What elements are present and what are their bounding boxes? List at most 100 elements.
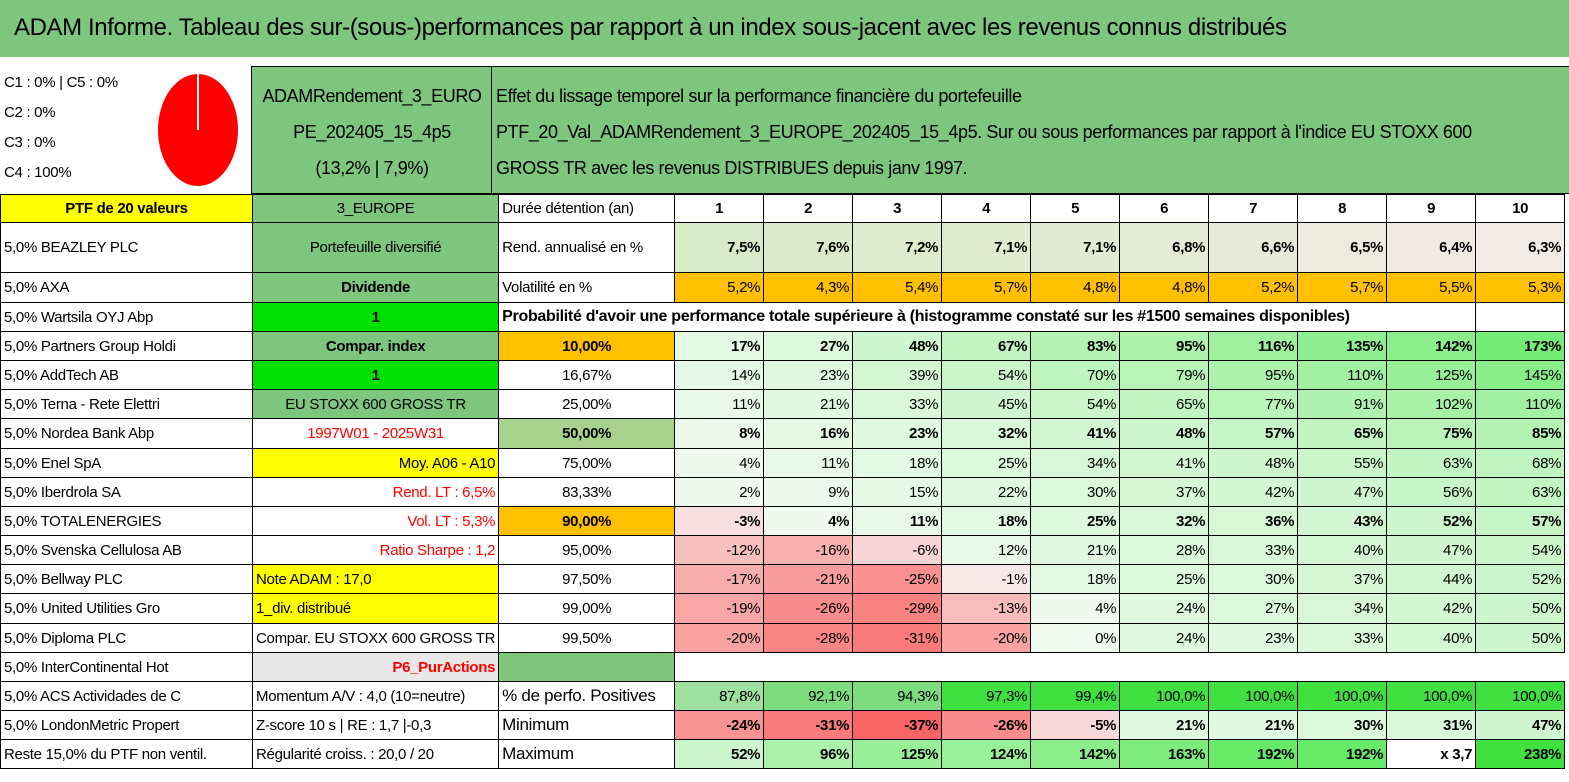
holding-cell[interactable]: 5,0% LondonMetric Propert: [0, 710, 253, 740]
proba-value-cell[interactable]: 125%: [1386, 360, 1477, 390]
holding-cell[interactable]: 5,0% Nordea Bank Abp: [0, 418, 253, 449]
quantile-cell[interactable]: 83,33%: [498, 477, 676, 507]
proba-value-cell[interactable]: 34%: [1030, 448, 1121, 478]
rend-cell[interactable]: 7,1%: [1030, 222, 1121, 273]
proba-value-cell[interactable]: 47%: [1297, 477, 1388, 507]
proba-value-cell[interactable]: -25%: [852, 564, 943, 594]
proba-value-cell[interactable]: 23%: [763, 360, 854, 390]
param-cell[interactable]: Vol. LT : 5,3%: [251, 506, 500, 536]
proba-value-cell[interactable]: 39%: [852, 360, 943, 390]
max-cell[interactable]: 192%: [1297, 739, 1388, 769]
param-cell[interactable]: Note ADAM : 17,0: [251, 564, 500, 594]
param-cell[interactable]: 1: [251, 360, 500, 390]
empty-cell[interactable]: [1475, 302, 1566, 332]
rend-cell[interactable]: 6,6%: [1208, 222, 1299, 273]
proba-value-cell[interactable]: 12%: [941, 535, 1032, 565]
param-cell[interactable]: Momentum A/V : 4,0 (10=neutre): [251, 681, 500, 711]
proba-value-cell[interactable]: 33%: [1208, 535, 1299, 565]
proba-value-cell[interactable]: 11%: [763, 448, 854, 478]
proba-value-cell[interactable]: 27%: [1208, 593, 1299, 624]
pos-cell[interactable]: 99,4%: [1030, 681, 1121, 711]
proba-value-cell[interactable]: 48%: [852, 331, 943, 361]
proba-value-cell[interactable]: 68%: [1475, 448, 1566, 478]
proba-value-cell[interactable]: 4%: [763, 506, 854, 536]
proba-value-cell[interactable]: 9%: [763, 477, 854, 507]
proba-value-cell[interactable]: 36%: [1208, 506, 1299, 536]
proba-value-cell[interactable]: 135%: [1297, 331, 1388, 361]
proba-value-cell[interactable]: 40%: [1386, 623, 1477, 653]
rend-cell[interactable]: 7,5%: [674, 222, 765, 273]
proba-label-cell[interactable]: Probabilité d'avoir une performance tota…: [498, 302, 1477, 332]
proba-value-cell[interactable]: -31%: [852, 623, 943, 653]
param-cell[interactable]: P6_PurActions: [251, 652, 500, 682]
proba-value-cell[interactable]: 65%: [1297, 418, 1388, 449]
vol-cell[interactable]: 5,7%: [941, 272, 1032, 303]
pos-cell[interactable]: 100,0%: [1475, 681, 1566, 711]
max-cell[interactable]: 163%: [1119, 739, 1210, 769]
empty-cell[interactable]: [674, 652, 1565, 682]
holding-cell[interactable]: 5,0% AddTech AB: [0, 360, 253, 390]
param-cell[interactable]: Dividende: [251, 272, 500, 303]
proba-value-cell[interactable]: 56%: [1386, 477, 1477, 507]
holding-cell[interactable]: 5,0% Partners Group Holdi: [0, 331, 253, 361]
year-header-9[interactable]: 9: [1386, 194, 1477, 223]
proba-value-cell[interactable]: 33%: [1297, 623, 1388, 653]
param-cell[interactable]: Compar. index: [251, 331, 500, 361]
proba-value-cell[interactable]: -12%: [674, 535, 765, 565]
proba-value-cell[interactable]: 110%: [1297, 360, 1388, 390]
proba-value-cell[interactable]: 16%: [763, 418, 854, 449]
proba-value-cell[interactable]: 40%: [1297, 535, 1388, 565]
holding-cell[interactable]: 5,0% Svenska Cellulosa AB: [0, 535, 253, 565]
proba-value-cell[interactable]: 116%: [1208, 331, 1299, 361]
proba-value-cell[interactable]: -3%: [674, 506, 765, 536]
proba-value-cell[interactable]: 41%: [1030, 418, 1121, 449]
proba-value-cell[interactable]: 25%: [1119, 564, 1210, 594]
pos-cell[interactable]: 100,0%: [1297, 681, 1388, 711]
rend-cell[interactable]: 6,8%: [1119, 222, 1210, 273]
proba-value-cell[interactable]: 102%: [1386, 389, 1477, 419]
proba-value-cell[interactable]: 23%: [1208, 623, 1299, 653]
proba-value-cell[interactable]: 43%: [1297, 506, 1388, 536]
holding-cell[interactable]: 5,0% Diploma PLC: [0, 623, 253, 653]
proba-value-cell[interactable]: 23%: [852, 418, 943, 449]
rend-cell[interactable]: 6,5%: [1297, 222, 1388, 273]
proba-value-cell[interactable]: 0%: [1030, 623, 1121, 653]
holding-cell[interactable]: 5,0% InterContinental Hot: [0, 652, 253, 682]
proba-value-cell[interactable]: 30%: [1208, 564, 1299, 594]
quantile-cell[interactable]: 50,00%: [498, 418, 676, 449]
proba-value-cell[interactable]: 37%: [1297, 564, 1388, 594]
vol-label-cell[interactable]: Volatilité en %: [498, 272, 676, 303]
max-cell[interactable]: 238%: [1475, 739, 1566, 769]
year-header-10[interactable]: 10: [1475, 194, 1566, 223]
proba-value-cell[interactable]: 95%: [1119, 331, 1210, 361]
proba-value-cell[interactable]: 50%: [1475, 623, 1566, 653]
proba-value-cell[interactable]: 2%: [674, 477, 765, 507]
rend-cell[interactable]: 7,6%: [763, 222, 854, 273]
ptf-label-cell[interactable]: PTF de 20 valeurs: [0, 194, 253, 223]
proba-value-cell[interactable]: -20%: [674, 623, 765, 653]
proba-value-cell[interactable]: -20%: [941, 623, 1032, 653]
holding-cell[interactable]: 5,0% United Utilities Gro: [0, 593, 253, 624]
proba-value-cell[interactable]: 67%: [941, 331, 1032, 361]
param-cell[interactable]: Moy. A06 - A10: [251, 448, 500, 478]
holding-cell[interactable]: 5,0% TOTALENERGIES: [0, 506, 253, 536]
pos-cell[interactable]: 100,0%: [1386, 681, 1477, 711]
proba-value-cell[interactable]: 47%: [1386, 535, 1477, 565]
proba-value-cell[interactable]: -21%: [763, 564, 854, 594]
min-cell[interactable]: 31%: [1386, 710, 1477, 740]
param-cell[interactable]: Ratio Sharpe : 1,2: [251, 535, 500, 565]
max-cell[interactable]: 96%: [763, 739, 854, 769]
proba-value-cell[interactable]: 75%: [1386, 418, 1477, 449]
holding-cell[interactable]: 5,0% Terna - Rete Elettri: [0, 389, 253, 419]
proba-value-cell[interactable]: 95%: [1208, 360, 1299, 390]
portfolio-name-cell[interactable]: ADAMRendement_3_EURO PE_202405_15_4p5 (1…: [252, 66, 492, 194]
proba-value-cell[interactable]: 18%: [852, 448, 943, 478]
year-header-7[interactable]: 7: [1208, 194, 1299, 223]
vol-cell[interactable]: 5,7%: [1297, 272, 1388, 303]
proba-value-cell[interactable]: 55%: [1297, 448, 1388, 478]
year-header-6[interactable]: 6: [1119, 194, 1210, 223]
proba-value-cell[interactable]: 57%: [1475, 506, 1566, 536]
proba-value-cell[interactable]: 21%: [763, 389, 854, 419]
proba-value-cell[interactable]: 27%: [763, 331, 854, 361]
quantile-cell[interactable]: 95,00%: [498, 535, 676, 565]
